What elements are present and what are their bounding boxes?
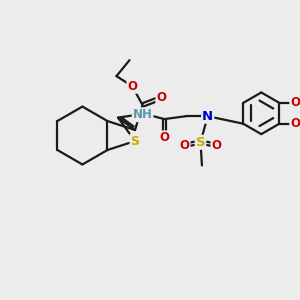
Text: O: O xyxy=(159,131,169,144)
Text: O: O xyxy=(128,80,137,93)
Text: S: S xyxy=(130,135,140,148)
Text: O: O xyxy=(156,91,166,104)
Text: NH: NH xyxy=(133,108,153,121)
Text: O: O xyxy=(212,139,221,152)
Text: O: O xyxy=(290,117,300,130)
Text: O: O xyxy=(180,139,190,152)
Text: S: S xyxy=(196,136,205,149)
Text: O: O xyxy=(290,96,300,110)
Text: N: N xyxy=(202,110,213,123)
